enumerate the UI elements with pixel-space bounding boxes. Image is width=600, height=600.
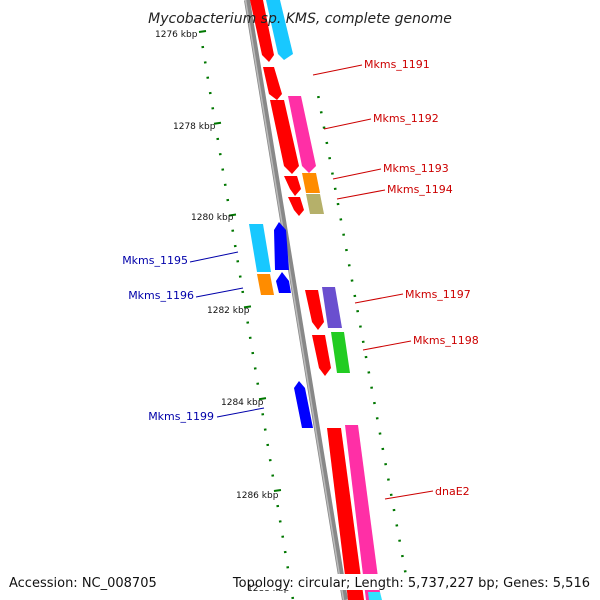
gene-dnae2[interactable] <box>345 425 381 600</box>
leader-dnae2 <box>384 490 434 500</box>
label-dnae2[interactable]: dnaE2 <box>435 485 470 498</box>
leader-mkms-1197 <box>354 293 404 304</box>
footer-accession-bg <box>6 574 146 590</box>
gene-mkms-1191[interactable] <box>263 67 282 100</box>
leader-mkms-1196 <box>195 287 244 298</box>
leader-lines <box>189 64 434 500</box>
major-tick <box>273 488 282 492</box>
leader-mkms-1194 <box>336 189 386 200</box>
label-mkms-1197[interactable]: Mkms_1197 <box>405 288 471 301</box>
map-title: Mycobacterium sp. KMS, complete genome <box>148 11 452 27</box>
leader-mkms-1191 <box>312 64 363 76</box>
tick-label-1278: 1278 kbp <box>173 122 216 132</box>
gene-features <box>249 0 382 600</box>
gene-mkms-1193[interactable] <box>302 173 320 193</box>
tick-label-1286: 1286 kbp <box>236 491 279 501</box>
gene-mkms-1197-red[interactable] <box>305 290 324 330</box>
gene-mkms-1194[interactable] <box>306 194 324 214</box>
footer-topology-bg <box>258 574 594 590</box>
gene-mkms-1196[interactable] <box>257 274 274 295</box>
major-tick <box>228 213 237 217</box>
gene-red-top[interactable] <box>250 0 274 62</box>
tick-label-1280: 1280 kbp <box>191 213 234 223</box>
label-mkms-1198[interactable]: Mkms_1198 <box>413 334 479 347</box>
gene-mkms-1197[interactable] <box>322 287 342 328</box>
label-mkms-1191[interactable]: Mkms_1191 <box>364 58 430 71</box>
label-mkms-1192[interactable]: Mkms_1192 <box>373 112 439 125</box>
tick-label-1284: 1284 kbp <box>221 398 264 408</box>
gene-mkms-1199[interactable] <box>294 381 313 428</box>
gene-mkms-1192-red[interactable] <box>270 100 299 174</box>
major-tick <box>258 397 267 401</box>
gene-labels: Mkms_1191 Mkms_1192 Mkms_1193 Mkms_1194 … <box>122 58 479 498</box>
major-tick <box>213 121 222 125</box>
footer-accession: Accession: NC_008705 <box>9 576 157 591</box>
major-tick <box>198 29 207 33</box>
label-mkms-1199[interactable]: Mkms_1199 <box>148 410 214 423</box>
gene-mkms-1196-blue[interactable] <box>276 272 291 293</box>
gene-light-blue-bottom[interactable] <box>368 592 382 600</box>
leader-mkms-1199 <box>216 407 265 418</box>
tick-labels: 1276 kbp 1278 kbp 1280 kbp 1282 kbp 1284… <box>155 30 290 594</box>
leader-mkms-1192 <box>323 118 372 130</box>
label-mkms-1196[interactable]: Mkms_1196 <box>128 289 194 302</box>
label-mkms-1195[interactable]: Mkms_1195 <box>122 254 188 267</box>
gene-mkms-1195-blue[interactable] <box>274 222 289 270</box>
gene-mkms-1195[interactable] <box>249 224 271 272</box>
label-mkms-1193[interactable]: Mkms_1193 <box>383 162 449 175</box>
gene-mkms-1193-red[interactable] <box>284 176 301 196</box>
gene-mkms-1198[interactable] <box>331 332 350 373</box>
footer: Accession: NC_008705 Topology: circular;… <box>6 574 594 591</box>
gene-dnae2-red[interactable] <box>327 428 364 600</box>
tick-label-1276: 1276 kbp <box>155 30 198 40</box>
genome-backbone <box>244 0 348 600</box>
major-tick <box>243 305 252 309</box>
gene-mkms-1192[interactable] <box>288 96 316 173</box>
leader-mkms-1193 <box>332 168 382 180</box>
tick-label-1282: 1282 kbp <box>207 306 250 316</box>
footer-topology: Topology: circular; Length: 5,737,227 bp… <box>232 576 590 591</box>
gene-mkms-1198-red[interactable] <box>312 335 331 376</box>
leader-mkms-1198 <box>362 340 412 351</box>
label-mkms-1194[interactable]: Mkms_1194 <box>387 183 453 196</box>
gene-cyan-top[interactable] <box>266 0 293 60</box>
leader-mkms-1195 <box>189 251 239 263</box>
gene-mkms-1194-red[interactable] <box>288 197 304 216</box>
